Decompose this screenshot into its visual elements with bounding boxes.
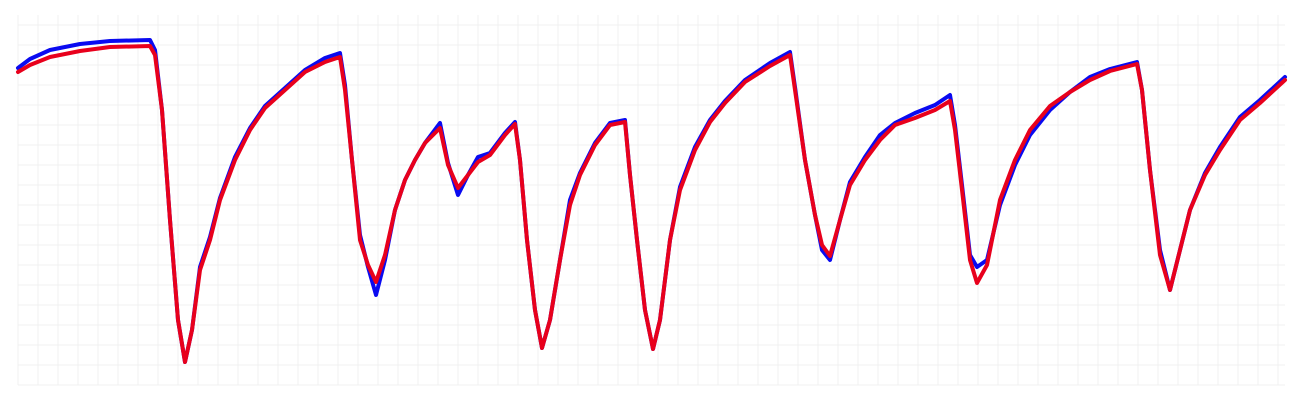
series-line — [16, 38, 1287, 364]
series-line — [16, 44, 1287, 364]
